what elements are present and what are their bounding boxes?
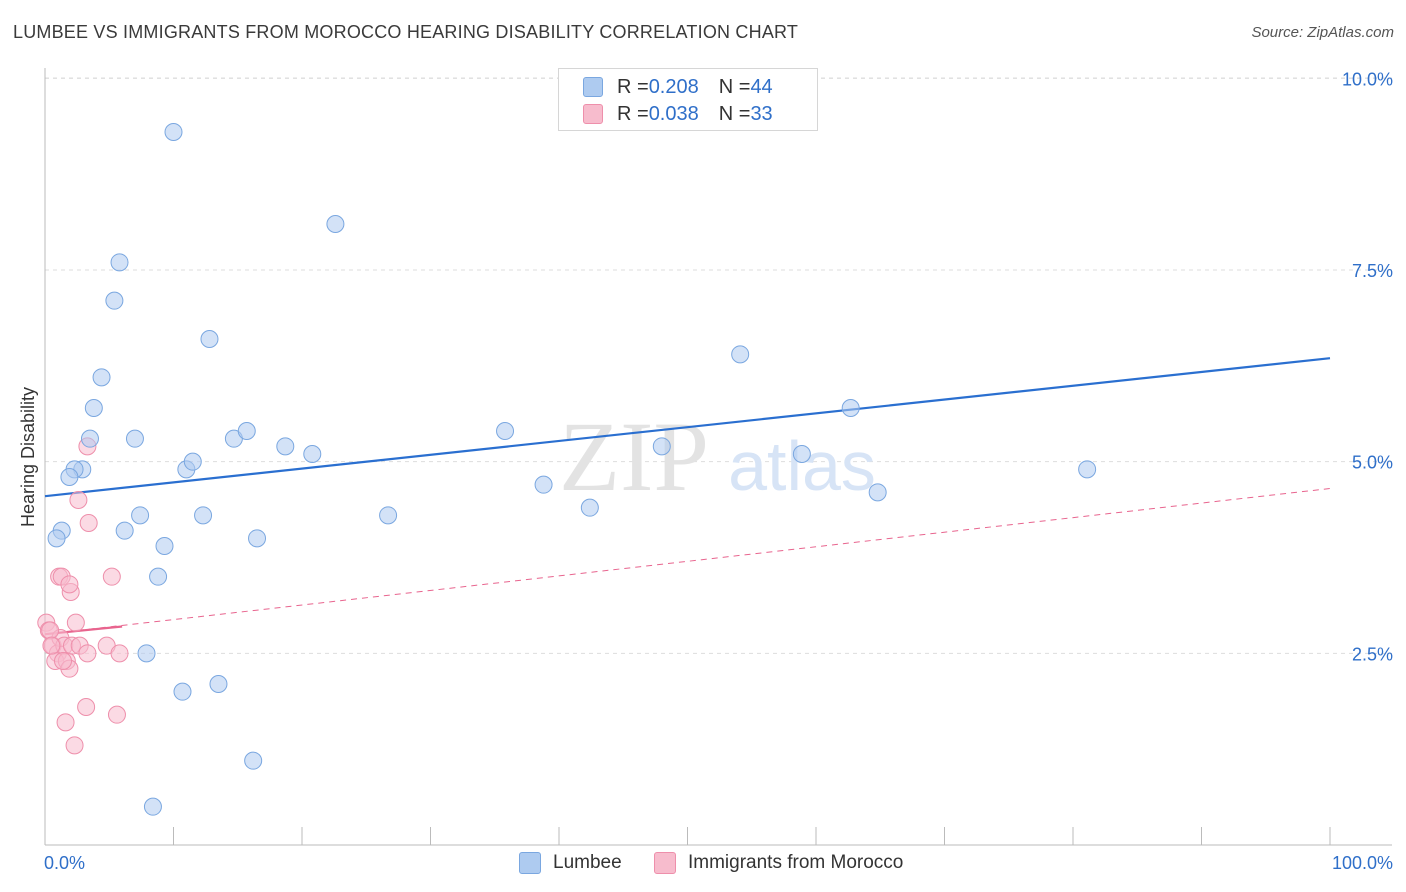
point-lumbee <box>496 422 515 440</box>
y-tick-label: 7.5% <box>1352 261 1393 281</box>
point-lumbee <box>237 422 256 440</box>
point-morocco <box>79 514 98 532</box>
series-label-lumbee: Lumbee <box>553 852 622 873</box>
watermark-zip: ZIP <box>559 401 709 512</box>
series-legend-morocco: Immigrants from Morocco <box>654 852 903 874</box>
point-lumbee <box>155 537 174 555</box>
point-lumbee <box>164 123 183 141</box>
point-lumbee <box>792 445 811 463</box>
point-morocco <box>53 652 72 670</box>
point-morocco <box>41 621 60 640</box>
x-tick-label-min: 0.0% <box>44 853 85 873</box>
point-morocco <box>56 713 75 732</box>
y-tick-label: 10.0% <box>1342 69 1393 89</box>
correlation-legend: R = 0.208 N = 44 R = 0.038 N = 33 <box>558 68 818 131</box>
point-lumbee <box>841 399 860 417</box>
point-lumbee <box>1078 460 1097 479</box>
point-lumbee <box>115 521 134 540</box>
point-lumbee <box>131 506 150 525</box>
point-lumbee <box>248 529 267 548</box>
point-lumbee <box>731 345 750 364</box>
point-morocco <box>110 644 129 663</box>
point-lumbee <box>149 567 168 586</box>
series-swatch-morocco <box>654 852 676 874</box>
watermark-atlas: atlas <box>728 427 876 505</box>
point-morocco <box>66 613 85 632</box>
legend-r-label: R = <box>617 102 649 125</box>
y-tick-label: 5.0% <box>1352 453 1393 473</box>
point-lumbee <box>194 506 213 525</box>
point-lumbee <box>110 253 129 272</box>
y-tick-label: 2.5% <box>1352 644 1393 664</box>
point-lumbee <box>303 445 322 463</box>
point-lumbee <box>84 399 103 417</box>
point-lumbee <box>580 498 599 517</box>
x-tick-label-max: 100.0% <box>1332 853 1393 873</box>
point-morocco <box>69 491 88 509</box>
point-lumbee <box>200 330 219 348</box>
legend-r-value: 0.208 <box>648 75 699 98</box>
series-legend-lumbee: Lumbee <box>519 852 622 874</box>
point-lumbee <box>92 368 111 387</box>
chart-title: LUMBEE VS IMMIGRANTS FROM MOROCCO HEARIN… <box>13 22 799 42</box>
point-morocco <box>42 636 61 655</box>
point-lumbee <box>209 675 228 693</box>
y-axis-label: Hearing Disability <box>18 387 38 527</box>
legend-n-value: 33 <box>750 102 773 125</box>
series-label-morocco: Immigrants from Morocco <box>688 852 904 873</box>
legend-n-label: N = <box>718 102 751 125</box>
point-morocco <box>60 575 79 594</box>
point-lumbee <box>534 475 553 494</box>
point-lumbee <box>868 483 887 502</box>
legend-n-value: 44 <box>750 75 773 98</box>
point-lumbee <box>137 644 156 663</box>
point-morocco <box>102 567 121 586</box>
point-lumbee <box>105 291 124 310</box>
point-lumbee <box>326 215 345 233</box>
grid-layer <box>45 77 1392 654</box>
series-legend: Lumbee Immigrants from Morocco <box>0 852 1406 878</box>
point-morocco <box>78 644 97 663</box>
legend-row-morocco: R = 0.038 N = 33 <box>583 102 773 126</box>
point-lumbee <box>652 437 671 456</box>
watermark: ZIP atlas <box>559 401 876 512</box>
point-lumbee <box>47 529 66 548</box>
point-lumbee <box>143 797 162 816</box>
legend-swatch-morocco <box>583 104 603 124</box>
legend-n-label: N = <box>718 75 751 98</box>
point-morocco <box>107 705 126 724</box>
axes-layer <box>44 68 1392 846</box>
series-swatch-lumbee <box>519 852 541 874</box>
point-lumbee <box>244 751 263 770</box>
point-lumbee <box>379 506 398 525</box>
legend-r-value: 0.038 <box>648 102 699 125</box>
point-lumbee <box>183 452 202 471</box>
tick-labels: 2.5% 5.0% 7.5% 10.0% 0.0% 100.0% <box>44 69 1393 873</box>
point-lumbee <box>276 437 295 456</box>
point-lumbee <box>80 429 99 448</box>
points-layer <box>37 100 1097 816</box>
point-lumbee <box>60 468 79 486</box>
legend-row-lumbee: R = 0.208 N = 44 <box>583 75 773 99</box>
point-lumbee <box>125 429 144 448</box>
point-morocco <box>77 698 96 716</box>
point-morocco <box>65 736 84 755</box>
source-label: Source: ZipAtlas.com <box>1251 24 1394 41</box>
trend-line-lumbee <box>44 357 1331 498</box>
legend-r-label: R = <box>617 75 649 98</box>
point-lumbee <box>173 682 192 701</box>
legend-swatch-lumbee <box>583 77 603 97</box>
